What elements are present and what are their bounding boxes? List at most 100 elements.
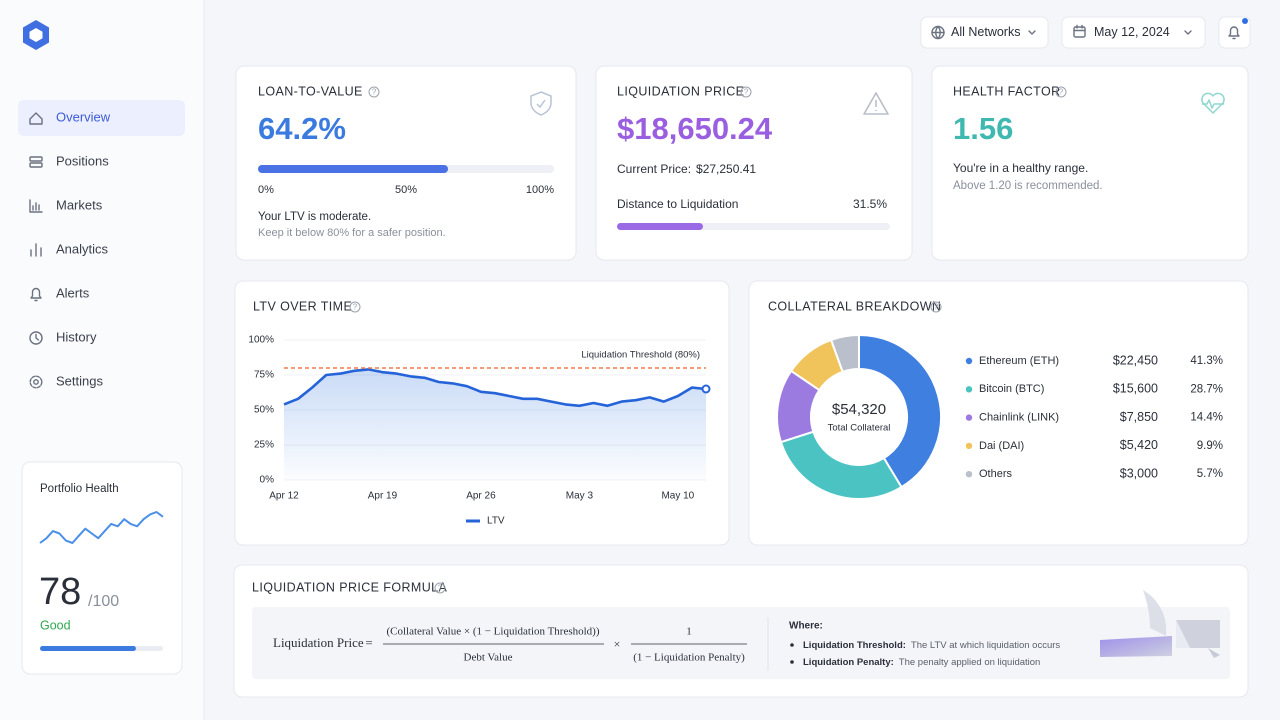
progress-fill xyxy=(258,165,449,173)
legend-label: Ethereum (ETH) xyxy=(979,355,1059,367)
ltv-chart: 0% 25% 50% 75% 100% Apr 12 Apr 19 Apr 26 May 3 Ma… xyxy=(248,335,711,527)
liquidation-price: $18,650.24 xyxy=(617,111,773,146)
where-item: Liquidation Penalty: The penalty applied … xyxy=(803,657,1040,668)
heart-icon xyxy=(1201,92,1225,114)
help-icon-glyph: ? xyxy=(934,303,939,312)
ltv-tick-label: 50% xyxy=(395,184,417,196)
nav-item[interactable]: Alerts xyxy=(56,285,90,300)
legend-dot xyxy=(965,471,973,478)
ltv-value: 64.2% xyxy=(258,111,346,146)
nav-item[interactable]: History xyxy=(56,329,97,344)
notification-dot xyxy=(1242,18,1248,24)
pie-slice xyxy=(829,333,860,374)
health-factor-value: 1.56 xyxy=(953,111,1013,146)
nav-item[interactable]: Analytics xyxy=(56,241,109,256)
network-select[interactable] xyxy=(920,16,1049,49)
line-area xyxy=(284,369,706,480)
chart-title: COLLATERAL BREAKDOWN xyxy=(768,299,941,313)
legend-dot xyxy=(965,386,973,393)
where-desc: The penalty applied on liquidation xyxy=(899,657,1041,668)
legend-dot xyxy=(965,357,973,365)
legend-value: $15,600 xyxy=(1113,382,1158,396)
ltv-card xyxy=(235,65,577,261)
liquidation-card xyxy=(595,65,913,261)
legend-label: Dai (DAI) xyxy=(979,440,1024,452)
nav-icons xyxy=(29,112,43,389)
chart-title: LTV OVER TIME xyxy=(253,299,352,313)
y-tick-label: 25% xyxy=(254,440,274,451)
help-icon[interactable] xyxy=(740,86,752,98)
ltv-note: Your LTV is moderate. xyxy=(258,211,371,223)
where-term: Liquidation Threshold: xyxy=(803,640,906,651)
notifications-button[interactable] xyxy=(1218,16,1251,49)
distance-label: Distance to Liquidation xyxy=(617,197,738,211)
date-select[interactable] xyxy=(1061,16,1206,49)
health-score-max: /100 xyxy=(88,593,119,610)
health-note: You're in a healthy range. xyxy=(953,161,1088,175)
bullet xyxy=(790,660,794,664)
nav-active-bg xyxy=(18,100,185,136)
help-icon[interactable] xyxy=(368,86,380,98)
globe-icon xyxy=(931,25,945,40)
x-tick-label: Apr 19 xyxy=(368,491,398,502)
chevron xyxy=(1184,30,1192,35)
shield-icon xyxy=(530,91,552,116)
portfolio-health-card xyxy=(21,461,183,675)
warning-icon xyxy=(863,92,889,115)
where-term: Liquidation Penalty: xyxy=(803,657,894,668)
health-factor-card xyxy=(931,65,1249,261)
y-tick-label: 75% xyxy=(254,370,274,381)
card-title: LIQUIDATION PRICE xyxy=(617,84,744,98)
date-label: May 12, 2024 xyxy=(1094,25,1170,39)
legend-dot xyxy=(965,442,973,450)
help-icon-glyph: ? xyxy=(744,88,749,97)
formula-numerator: (Collateral Value × (1 − Liquidation Thr… xyxy=(386,626,599,638)
y-tick-label: 50% xyxy=(254,405,274,416)
formula-lhs: Liquidation Price xyxy=(273,635,364,650)
help-icon-glyph: ? xyxy=(353,303,358,312)
decoration xyxy=(1100,590,1220,658)
health-hint: Above 1.20 is recommended. xyxy=(953,180,1103,192)
nav-item[interactable]: Markets xyxy=(56,197,103,212)
legend-share: 9.9% xyxy=(1197,440,1223,452)
health-score: 78 xyxy=(39,571,81,613)
formula-denominator: Debt Value xyxy=(464,652,513,664)
where-item: Liquidation Threshold: The LTV at which l… xyxy=(803,640,1060,651)
x-tick-label: May 10 xyxy=(661,491,694,502)
x-tick-label: Apr 26 xyxy=(466,491,496,502)
legend-value: $22,450 xyxy=(1113,353,1158,367)
ltv-hint: Keep it below 80% for a safer position. xyxy=(258,227,446,239)
sparkline xyxy=(39,511,164,544)
help-icon[interactable] xyxy=(349,301,361,313)
help-icon[interactable] xyxy=(434,582,446,594)
legend-share: 14.4% xyxy=(1190,412,1223,424)
legend-share: 5.7% xyxy=(1197,468,1223,480)
help-icon[interactable] xyxy=(1055,86,1067,98)
nav-item[interactable]: Settings xyxy=(56,373,103,388)
bell-icon xyxy=(1228,26,1240,40)
legend-value: $7,850 xyxy=(1120,410,1158,424)
legend-value: $3,000 xyxy=(1120,466,1158,480)
nav-item[interactable]: Positions xyxy=(56,153,109,168)
y-tick-label: 0% xyxy=(260,475,275,486)
progress-fill xyxy=(40,646,136,651)
formula-title: LIQUIDATION PRICE FORMULA xyxy=(252,580,447,594)
help-icon[interactable] xyxy=(930,301,942,313)
x-tick-label: May 3 xyxy=(566,491,594,502)
y-tick-label: 100% xyxy=(248,335,274,346)
formula-numerator: 1 xyxy=(686,626,692,638)
legend-label: LTV xyxy=(487,516,505,527)
current-price-label: Current Price: xyxy=(617,162,691,176)
logo[interactable] xyxy=(23,20,49,50)
formula-op: = xyxy=(365,635,372,650)
legend-label: Bitcoin (BTC) xyxy=(979,383,1044,395)
legend-value: $5,420 xyxy=(1120,438,1158,452)
threshold-label: Liquidation Threshold (80%) xyxy=(581,350,700,361)
collateral-chart: Ethereum (ETH) $22,450 41.3% Bitcoin (BTC) $… xyxy=(776,333,1223,500)
pie-total-label: Total Collateral xyxy=(828,423,891,434)
help-icon-glyph: ? xyxy=(1059,88,1064,97)
nav-item[interactable]: Overview xyxy=(56,109,111,124)
card-title: LOAN-TO-VALUE xyxy=(258,84,363,98)
bullet xyxy=(790,643,794,647)
